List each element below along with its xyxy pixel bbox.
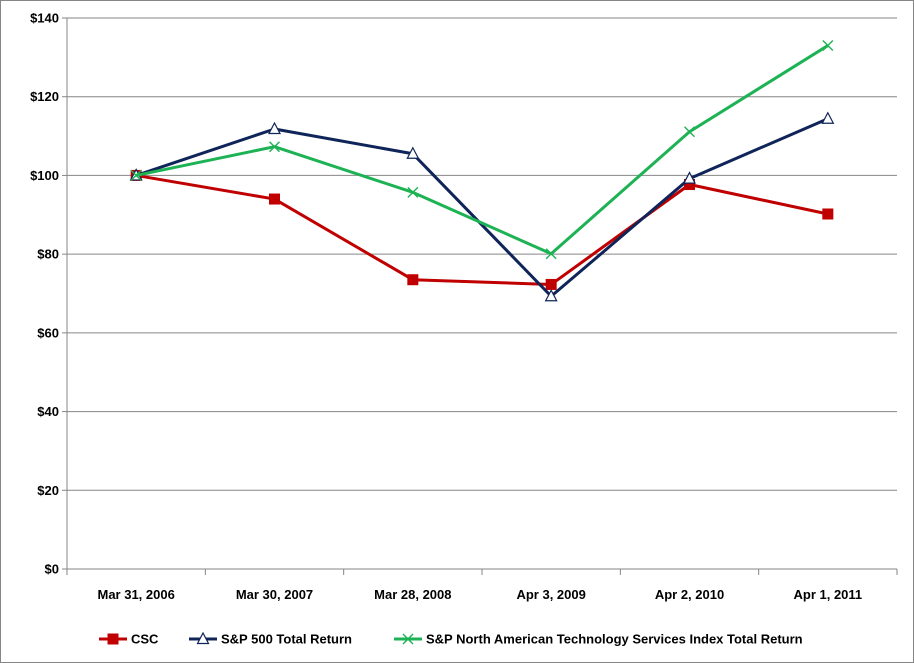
data-point xyxy=(407,274,419,286)
series-square xyxy=(130,169,834,290)
data-point xyxy=(822,208,834,220)
x-marker-stroke xyxy=(130,169,142,181)
series-line xyxy=(135,117,829,298)
y-axis-tick-labels: $0 $20 $40 $60 $80 $100 $120 $140 xyxy=(30,11,59,577)
data-point xyxy=(269,193,280,205)
legend-label: S&P North American Technology Services I… xyxy=(426,632,803,647)
y-tick-label: $20 xyxy=(37,483,59,498)
legend-marker xyxy=(402,633,414,645)
x-marker-stroke xyxy=(684,126,695,138)
y-tick-label: $140 xyxy=(30,11,59,26)
x-tick-label: Mar 31, 2006 xyxy=(97,587,174,602)
series-triangle xyxy=(129,111,835,302)
series-line xyxy=(135,173,829,286)
legend-item: S&P North American Technology Services I… xyxy=(394,632,803,647)
legend-marker xyxy=(196,631,210,645)
data-point xyxy=(683,171,696,184)
x-tick-label: Apr 1, 2011 xyxy=(794,587,863,602)
x-marker-stroke xyxy=(822,40,834,52)
data-point xyxy=(269,141,280,153)
data-point xyxy=(545,248,557,260)
data-point xyxy=(130,169,142,181)
x-tick-label: Apr 2, 2010 xyxy=(655,587,724,602)
legend-marker xyxy=(107,633,119,645)
series-group xyxy=(129,40,835,302)
legend: CSC S&P 500 Total Return S&P North America… xyxy=(99,632,803,647)
axes xyxy=(62,17,898,575)
y-tick-label: $60 xyxy=(37,325,59,340)
data-point xyxy=(544,288,558,302)
y-tick-label: $80 xyxy=(37,247,59,262)
series-line xyxy=(135,44,829,256)
y-tick-label: $0 xyxy=(45,562,59,577)
legend-label: CSC xyxy=(131,632,159,647)
data-point xyxy=(406,146,420,159)
legend-item: CSC xyxy=(99,632,159,647)
series-x xyxy=(130,40,834,260)
x-tick-label: Mar 28, 2008 xyxy=(374,587,451,602)
data-point xyxy=(407,186,419,198)
legend-label: S&P 500 Total Return xyxy=(221,632,352,647)
data-point xyxy=(268,121,281,135)
y-tick-label: $120 xyxy=(30,89,59,104)
data-point xyxy=(545,278,557,290)
x-marker-stroke xyxy=(402,633,414,645)
gridlines xyxy=(67,17,897,491)
data-point xyxy=(822,40,834,52)
data-point xyxy=(684,126,695,138)
legend-item: S&P 500 Total Return xyxy=(189,632,352,647)
x-marker-stroke xyxy=(545,248,557,260)
x-axis-tick-labels: Mar 31, 2006 Mar 30, 2007 Mar 28, 2008 Apr … xyxy=(97,587,862,602)
x-tick-label: Apr 3, 2009 xyxy=(516,587,585,602)
x-marker-stroke xyxy=(269,141,280,153)
x-tick-label: Mar 30, 2007 xyxy=(236,587,313,602)
y-tick-label: $100 xyxy=(30,168,59,183)
y-tick-label: $40 xyxy=(37,404,59,419)
data-point xyxy=(821,111,835,124)
x-marker-stroke xyxy=(407,186,419,198)
